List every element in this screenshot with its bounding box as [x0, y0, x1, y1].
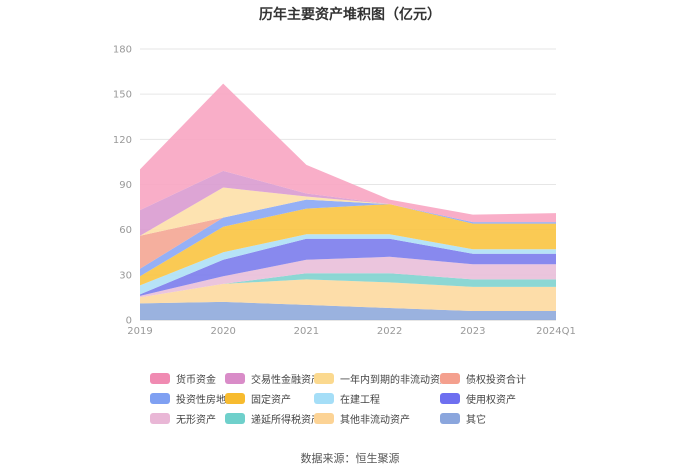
series-area-其他非流动资产 [140, 279, 556, 311]
series-area-投资性房地产 [140, 199, 556, 277]
legend-swatch [225, 412, 245, 424]
legend-swatch [314, 412, 334, 424]
legend-label: 固定资产 [251, 394, 291, 406]
legend-label: 投资性房地产 [176, 394, 236, 406]
series-area-其它 [140, 301, 556, 320]
legend-swatch [150, 412, 170, 424]
legend-label: 债权投资合计 [466, 374, 526, 386]
legend-item[interactable]: 使用权资产 [440, 390, 516, 406]
legend-item[interactable]: 货币资金 [150, 370, 216, 386]
chart-title: 历年主要资产堆积图（亿元） [259, 7, 441, 23]
legend-swatch [314, 372, 334, 384]
legend-label: 货币资金 [176, 374, 216, 386]
legend-swatch [225, 372, 245, 384]
series-area-交易性金融资产 [140, 170, 556, 236]
series-area-使用权资产 [140, 238, 556, 296]
legend-item[interactable]: 无形资产 [150, 410, 216, 426]
legend-swatch [440, 392, 460, 404]
x-tick-label: 2022 [377, 326, 402, 337]
legend-item[interactable]: 递延所得税资产 [225, 410, 321, 426]
y-tick-label: 120 [113, 135, 132, 146]
y-tick-label: 150 [113, 90, 132, 101]
legend-item[interactable]: 其他非流动资产 [314, 410, 410, 426]
x-tick-label: 2019 [127, 326, 152, 337]
x-tick-label: 2023 [460, 326, 485, 337]
x-tick-label: 2020 [210, 326, 235, 337]
legend-swatch [314, 392, 334, 404]
series-area-无形资产 [140, 256, 556, 298]
series-area-递延所得税资产 [140, 273, 556, 298]
legend-item[interactable]: 债权投资合计 [440, 370, 526, 386]
legend-label: 交易性金融资产 [251, 374, 321, 386]
legend-swatch [440, 372, 460, 384]
legend-item[interactable]: 固定资产 [225, 390, 291, 406]
legend-swatch [440, 412, 460, 424]
legend-label: 其它 [466, 414, 486, 426]
legend-item[interactable]: 投资性房地产 [150, 390, 236, 406]
series-area-固定资产 [140, 204, 556, 286]
legend-item[interactable]: 其它 [440, 410, 486, 426]
series-area-一年内到期的非流动资产 [140, 187, 556, 236]
legend-label: 在建工程 [340, 394, 380, 406]
legend-swatch [225, 392, 245, 404]
y-tick-label: 90 [119, 180, 132, 191]
legend-label: 一年内到期的非流动资产 [340, 374, 450, 386]
legend-label: 其他非流动资产 [340, 414, 410, 426]
legend-swatch [150, 392, 170, 404]
legend-item[interactable]: 一年内到期的非流动资产 [314, 370, 450, 386]
data-source-note: 数据来源：恒生聚源 [300, 452, 400, 465]
legend-swatch [150, 372, 170, 384]
y-tick-label: 60 [119, 225, 132, 236]
y-tick-label: 180 [113, 45, 132, 56]
legend-label: 使用权资产 [466, 394, 516, 406]
y-tick-label: 30 [119, 270, 132, 281]
y-tick-label: 0 [126, 316, 132, 327]
legend-label: 无形资产 [176, 414, 216, 426]
x-tick-label: 2024Q1 [536, 326, 576, 337]
series-area-货币资金 [140, 83, 556, 223]
legend-item[interactable]: 交易性金融资产 [225, 370, 321, 386]
series-area-在建工程 [140, 234, 556, 295]
x-tick-label: 2021 [294, 326, 319, 337]
legend-item[interactable]: 在建工程 [314, 390, 380, 406]
legend-label: 递延所得税资产 [251, 414, 321, 426]
